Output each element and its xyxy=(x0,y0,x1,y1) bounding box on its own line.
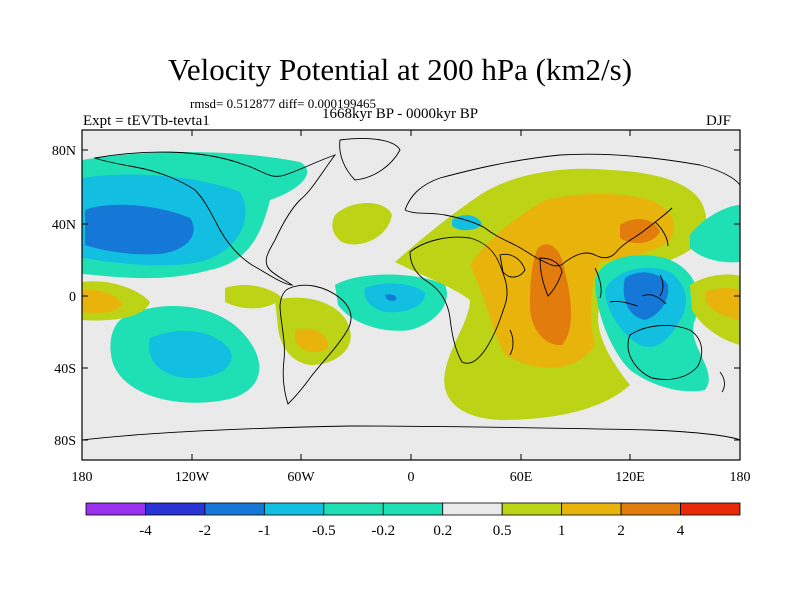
lat-label-80n: 80N xyxy=(52,144,76,159)
colorbar-swatch xyxy=(561,502,622,516)
lon-label-180e: 180 xyxy=(730,470,751,485)
lon-ticks xyxy=(81,130,741,460)
colorbar-label: 0.5 xyxy=(493,523,512,539)
experiment-label: Expt = tEVTb-tevta1 xyxy=(83,113,210,129)
colorbar-swatch xyxy=(145,502,206,516)
colorbar-label: 0.2 xyxy=(433,523,452,539)
colorbar-label: -0.2 xyxy=(371,523,395,539)
lon-label-0: 0 xyxy=(408,470,415,485)
colorbar-label: 1 xyxy=(558,523,566,539)
colorbar-label: -0.5 xyxy=(312,523,336,539)
colorbar-label: 4 xyxy=(677,523,685,539)
colorbar-label: -2 xyxy=(199,523,212,539)
lat-label-40n: 40N xyxy=(52,218,76,233)
colorbar-swatch xyxy=(263,502,325,516)
colorbar-label: -1 xyxy=(258,523,271,539)
contour-field xyxy=(82,130,740,460)
lat-label-80s: 80S xyxy=(54,434,76,449)
colorbar-swatch xyxy=(501,502,563,516)
lon-label-60e: 60E xyxy=(510,470,533,485)
colorbar: -4 -2 -1 -0.5 -0.2 0.2 0.5 1 2 4 xyxy=(85,502,741,539)
coastlines xyxy=(82,138,740,441)
stats-label: rmsd= 0.512877 diff= 0.000199465 xyxy=(190,96,376,111)
lat-ticks xyxy=(82,149,740,441)
colorbar-swatch xyxy=(382,502,444,516)
lat-label-0: 0 xyxy=(69,290,76,305)
colorbar-swatch xyxy=(680,502,741,516)
colorbar-swatch xyxy=(85,502,146,516)
period-label: 1668kyr BP - 0000kyr BP xyxy=(322,106,479,122)
lon-label-60w: 60W xyxy=(287,470,315,485)
lon-label-180w: 180 xyxy=(72,470,93,485)
map-title: Velocity Potential at 200 hPa (km2/s) xyxy=(167,52,633,87)
colorbar-swatch xyxy=(620,502,681,516)
lat-label-40s: 40S xyxy=(54,362,76,377)
season-label: DJF xyxy=(706,113,732,129)
colorbar-swatch xyxy=(442,502,503,516)
colorbar-label: -4 xyxy=(139,523,152,539)
colorbar-swatch xyxy=(323,502,384,516)
lon-label-120e: 120E xyxy=(615,470,645,485)
colorbar-label: 2 xyxy=(617,523,625,539)
colorbar-swatch xyxy=(204,502,265,516)
lon-label-120w: 120W xyxy=(175,470,210,485)
